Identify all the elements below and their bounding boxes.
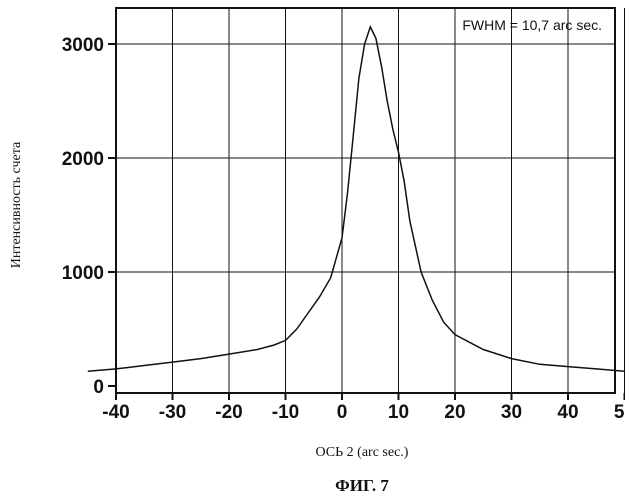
x-tick-label: -10 <box>272 402 299 423</box>
x-tick-label: 40 <box>557 402 578 423</box>
x-axis-label: ОСЬ 2 (arc sec.) <box>316 445 409 460</box>
y-tick-label: 1000 <box>62 263 104 284</box>
series-line <box>88 27 625 374</box>
y-tick-label: 0 <box>93 377 104 398</box>
x-tick-label: 50 <box>614 402 625 423</box>
plot-frame <box>116 8 615 393</box>
grid-lines <box>116 8 625 393</box>
fwhm-annotation: FWHM = 10,7 arc sec. <box>462 17 602 33</box>
x-tick-label: 20 <box>444 402 465 423</box>
x-tick-label: 30 <box>501 402 522 423</box>
x-tick-label: 0 <box>337 402 348 423</box>
x-tick-label: 10 <box>388 402 409 423</box>
figure-caption: ФИГ. 7 <box>335 476 389 495</box>
y-tick-label: 2000 <box>62 149 104 170</box>
x-tick-label: -20 <box>215 402 242 423</box>
y-tick-label: 3000 <box>62 35 104 56</box>
x-tick-label: -30 <box>159 402 186 423</box>
x-axis: -40 -30 -20 -10 0 10 20 30 40 50 <box>102 393 625 423</box>
y-axis: 0 1000 2000 3000 <box>62 35 116 398</box>
y-axis-label: Интенсивность счета <box>9 141 24 268</box>
x-tick-label: -40 <box>102 402 129 423</box>
